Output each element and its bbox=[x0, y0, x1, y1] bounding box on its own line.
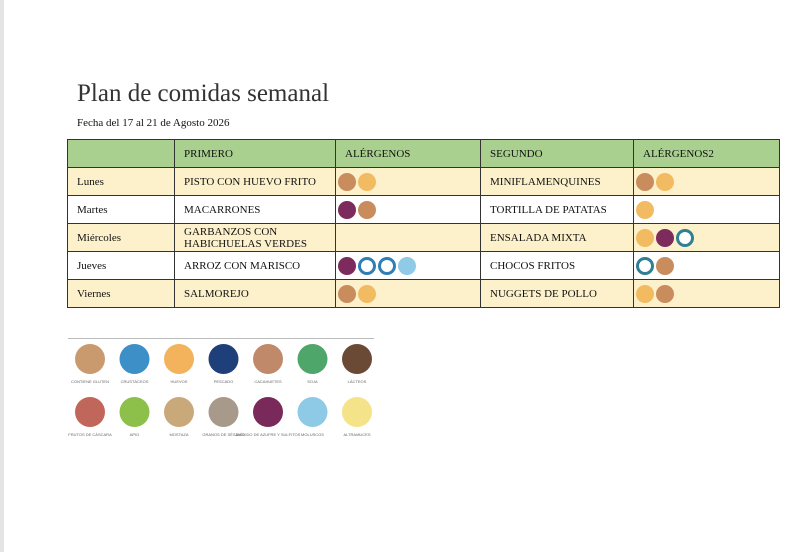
allergen-cell bbox=[335, 223, 481, 252]
allergen-icon bbox=[636, 256, 654, 275]
first-course: MACARRONES bbox=[174, 195, 336, 224]
second-course: NUGGETS DE POLLO bbox=[480, 279, 634, 308]
day: Viernes bbox=[67, 279, 175, 308]
day: Jueves bbox=[67, 251, 175, 280]
legend-icon bbox=[164, 397, 194, 427]
legend-label: CACAHUETES bbox=[254, 379, 282, 384]
column-header: ALÉRGENOS2 bbox=[633, 139, 780, 168]
legend-icon bbox=[75, 344, 105, 374]
column-header: SEGUNDO bbox=[480, 139, 634, 168]
page-edge bbox=[0, 0, 4, 552]
legend-label: PESCADO bbox=[214, 379, 234, 384]
legend-icon bbox=[119, 344, 150, 374]
first-course: ARROZ CON MARISCO bbox=[174, 251, 336, 280]
second-course: CHOCOS FRITOS bbox=[480, 251, 634, 280]
row: Viernes SALMOREJO NUGGETS DE POLLO bbox=[67, 279, 780, 308]
header-row: PRIMERO ALÉRGENOS SEGUNDO ALÉRGENOS2 bbox=[67, 139, 780, 168]
allergen-cell bbox=[335, 279, 481, 308]
second-course: MINIFLAMENQUINES bbox=[480, 167, 634, 196]
allergen-icon bbox=[636, 200, 654, 219]
title: Plan de comidas semanal bbox=[77, 80, 330, 107]
legend-label: FRUTOS DE CÁSCARA bbox=[68, 432, 112, 437]
first-course: PISTO CON HUEVO FRITO bbox=[174, 167, 336, 196]
legend-icon bbox=[297, 397, 328, 427]
allergen-icon bbox=[636, 284, 654, 303]
allergen-icon bbox=[358, 200, 376, 219]
legend-label: HUEVOS bbox=[171, 379, 188, 384]
legend-icon bbox=[208, 344, 239, 374]
allergen-icon bbox=[656, 172, 674, 191]
allergen-icon bbox=[358, 172, 376, 191]
legend-icon bbox=[342, 397, 372, 427]
first-course: GARBANZOS CON HABICHUELAS VERDES bbox=[174, 223, 336, 252]
allergen-icon bbox=[656, 284, 674, 303]
legend-label: MOLUSCOS bbox=[301, 432, 324, 437]
row: Miércoles GARBANZOS CON HABICHUELAS VERDE… bbox=[67, 223, 780, 252]
legend-label: GRANOS DE SÉSAMO bbox=[202, 432, 244, 437]
legend-label: CONTIENE GLUTEN bbox=[71, 379, 109, 384]
allergen-icon bbox=[338, 256, 356, 275]
allergen-legend: CONTIENE GLUTEN CRUSTÁCEOS HUEVOS PESCADO CA… bbox=[68, 338, 374, 437]
row: Jueves ARROZ CON MARISCO CHOCOS FRITOS bbox=[67, 251, 780, 280]
meal-table: PRIMERO ALÉRGENOS SEGUNDO ALÉRGENOS2 Lunes PI… bbox=[67, 139, 780, 308]
allergen-icon bbox=[378, 256, 396, 275]
second-course: TORTILLA DE PATATAS bbox=[480, 195, 634, 224]
legend-label: DIÓXIDO DE AZUFRE Y SULFITOS bbox=[236, 432, 301, 437]
allergen-cell bbox=[335, 251, 481, 280]
allergen-cell bbox=[335, 195, 481, 224]
allergen-icon bbox=[358, 256, 376, 275]
column-header: ALÉRGENOS bbox=[335, 139, 481, 168]
allergen-cell bbox=[633, 167, 780, 196]
legend-icon bbox=[208, 397, 239, 427]
row: Lunes PISTO CON HUEVO FRITO MINIFLAMENQUIN… bbox=[67, 167, 780, 196]
legend-label: SOJA bbox=[307, 379, 318, 384]
column-header: PRIMERO bbox=[174, 139, 336, 168]
allergen-icon bbox=[676, 228, 694, 247]
allergen-icon bbox=[358, 284, 376, 303]
allergen-icon bbox=[338, 284, 356, 303]
allergen-icon bbox=[636, 172, 654, 191]
allergen-icon bbox=[656, 256, 674, 275]
date: Fecha del 17 al 21 de Agosto 2026 bbox=[77, 117, 230, 129]
second-course: ENSALADA MIXTA bbox=[480, 223, 634, 252]
legend-label: MOSTAZA bbox=[169, 432, 188, 437]
allergen-cell bbox=[335, 167, 481, 196]
legend-icon bbox=[164, 344, 194, 374]
allergen-icon bbox=[656, 228, 674, 247]
legend-icon bbox=[253, 397, 283, 427]
allergen-icon bbox=[636, 228, 654, 247]
allergen-cell bbox=[633, 223, 780, 252]
first-course: SALMOREJO bbox=[174, 279, 336, 308]
day: Miércoles bbox=[67, 223, 175, 252]
day: Martes bbox=[67, 195, 175, 224]
row: Martes MACARRONES TORTILLA DE PATATAS bbox=[67, 195, 780, 224]
legend-label: LÁCTEOS bbox=[348, 379, 367, 384]
legend-icon bbox=[75, 397, 105, 427]
column-header bbox=[67, 139, 175, 168]
legend-icon bbox=[297, 344, 328, 374]
legend-label: APIO bbox=[130, 432, 140, 437]
allergen-cell bbox=[633, 279, 780, 308]
legend-icon bbox=[119, 397, 150, 427]
allergen-cell bbox=[633, 195, 780, 224]
allergen-icon bbox=[338, 172, 356, 191]
allergen-cell bbox=[633, 251, 780, 280]
legend-label: CRUSTÁCEOS bbox=[121, 379, 149, 384]
legend-label: ALTRAMUCES bbox=[343, 432, 370, 437]
allergen-icon bbox=[338, 200, 356, 219]
legend-icon bbox=[253, 344, 283, 374]
legend-icon bbox=[342, 344, 372, 374]
allergen-icon bbox=[398, 256, 416, 275]
day: Lunes bbox=[67, 167, 175, 196]
